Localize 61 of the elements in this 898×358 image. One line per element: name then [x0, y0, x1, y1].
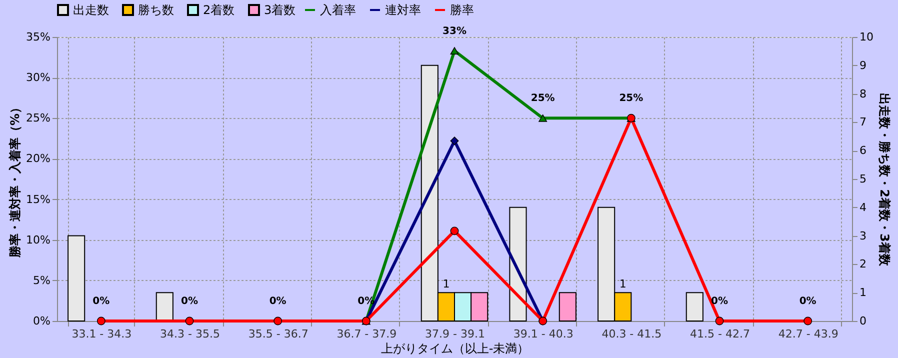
legend-label: 出走数	[73, 3, 109, 17]
legend-label: 入着率	[320, 3, 356, 17]
y2-tick-label: 5	[860, 172, 866, 186]
y-axis-title: 勝率・連対率・入着率（%）	[8, 101, 22, 259]
y-tick-label: 0%	[33, 314, 50, 328]
point	[450, 47, 459, 54]
point	[450, 136, 459, 146]
legend-label: 勝率	[450, 3, 474, 17]
legend-label: 2着数	[203, 3, 235, 17]
y2-tick-label: 4	[860, 200, 866, 214]
bar	[156, 292, 174, 322]
point	[538, 114, 548, 122]
y-tick-label: 25%	[26, 112, 50, 125]
point	[804, 316, 812, 326]
data-label: 0%	[181, 296, 198, 307]
point	[274, 316, 282, 326]
y-tick-label: 15%	[26, 192, 50, 206]
bar	[68, 235, 86, 322]
data-label: 0%	[269, 296, 286, 307]
x-tick-label: 34.3 - 35.5	[160, 328, 220, 340]
x-tick-label: 39.1 - 40.3	[513, 328, 574, 340]
data-label: 1	[619, 278, 626, 291]
y2-axis-title: 出走数・勝ち数・2着数・3着数	[877, 93, 892, 267]
y-tick-label: 5%	[33, 274, 50, 287]
point	[185, 316, 194, 326]
y-tick-label: 10%	[26, 233, 50, 246]
y2-tick-label: 2	[860, 258, 866, 271]
x-tick-label: 36.7 - 37.9	[336, 328, 397, 340]
y2-tick-label: 9	[860, 58, 866, 72]
point	[715, 316, 724, 326]
y2-tick-label: 6	[860, 144, 866, 158]
bar	[558, 292, 576, 322]
point	[450, 226, 459, 236]
x-tick-label: 42.7 - 43.9	[778, 328, 838, 340]
bar	[686, 292, 704, 322]
y-tick-label: 30%	[26, 71, 50, 84]
y2-tick-label: 8	[860, 87, 866, 100]
y2-tick-label: 1	[860, 286, 866, 300]
y2-tick-label: 0	[860, 314, 866, 328]
legend-label: 勝ち数	[138, 3, 174, 17]
legend-label: 連対率	[385, 3, 421, 17]
y2-tick-label: 3	[860, 229, 866, 242]
data-label: 1	[442, 278, 450, 291]
x-tick-label: 33.1 - 34.3	[72, 328, 132, 340]
x-tick-label: 41.5 - 42.7	[690, 328, 750, 340]
x-tick-label: 37.9 - 39.1	[425, 328, 485, 340]
data-label: 0%	[799, 296, 816, 307]
data-label: 33%	[442, 26, 466, 37]
point	[96, 316, 106, 326]
x-axis-title: 上がりタイム（以上-未満）	[380, 342, 530, 356]
y-tick-label: 20%	[26, 152, 50, 166]
y2-tick-label: 7	[860, 116, 866, 129]
bar	[509, 206, 527, 322]
legend-label: 3着数	[264, 3, 296, 17]
y-tick-label: 35%	[26, 30, 50, 44]
data-label: 25%	[619, 93, 644, 104]
data-label: 25%	[530, 93, 555, 104]
y2-tick-label: 10	[860, 30, 874, 44]
x-tick-label: 40.3 - 41.5	[602, 328, 662, 340]
x-tick-label: 35.5 - 36.7	[248, 328, 308, 340]
data-label: 0%	[92, 296, 110, 307]
